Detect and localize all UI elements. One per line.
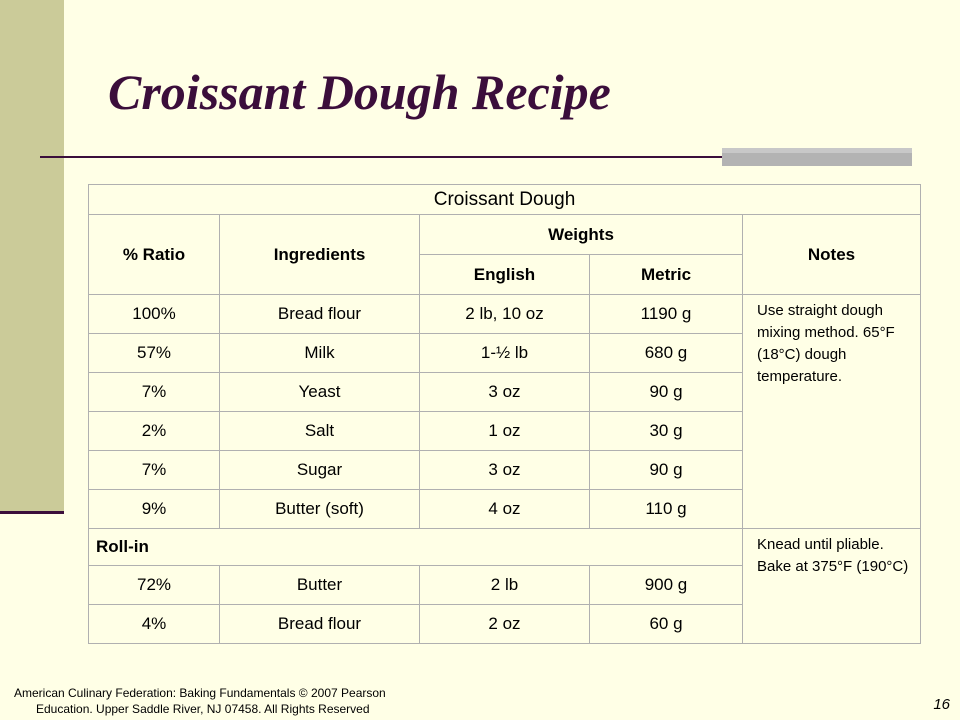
cell-metric: 30 g bbox=[589, 411, 743, 451]
cell-ratio: 57% bbox=[88, 333, 220, 373]
cell-english: 1-½ lb bbox=[419, 333, 590, 373]
table-title: Croissant Dough bbox=[87, 184, 922, 215]
title-divider-accent-highlight bbox=[722, 148, 912, 153]
cell-ingredient: Butter bbox=[219, 565, 420, 605]
cell-ratio: 9% bbox=[88, 489, 220, 529]
table-row: 9% Butter (soft) 4 oz 110 g bbox=[88, 489, 921, 529]
footer-credit-line1: American Culinary Federation: Baking Fun… bbox=[14, 686, 386, 700]
table-title-row: Croissant Dough bbox=[87, 184, 922, 215]
table-header-row: % Ratio Ingredients Weights Notes bbox=[88, 214, 922, 295]
left-band-underline bbox=[0, 511, 64, 514]
table-row: 4% Bread flour 2 oz 60 g bbox=[88, 604, 921, 644]
dough-notes: Use straight dough mixing method. 65°F (… bbox=[741, 294, 922, 529]
cell-english: 4 oz bbox=[419, 489, 590, 529]
rollin-label: Roll-in bbox=[88, 528, 743, 566]
cell-ingredient: Butter (soft) bbox=[219, 489, 420, 529]
cell-ratio: 4% bbox=[88, 604, 220, 644]
table-row: 7% Sugar 3 oz 90 g bbox=[88, 450, 921, 490]
page-number: 16 bbox=[933, 696, 950, 713]
cell-english: 2 lb, 10 oz bbox=[419, 294, 590, 334]
cell-ratio: 2% bbox=[88, 411, 220, 451]
rollin-notes: Knead until pliable. Bake at 375°F (190°… bbox=[741, 528, 922, 644]
cell-ratio: 72% bbox=[88, 565, 220, 605]
cell-ratio: 100% bbox=[88, 294, 220, 334]
slide-title: Croissant Dough Recipe bbox=[108, 64, 611, 120]
cell-ingredient: Bread flour bbox=[219, 604, 420, 644]
header-ingredients: Ingredients bbox=[219, 214, 420, 295]
title-divider bbox=[40, 156, 912, 158]
header-weights: Weights bbox=[419, 214, 743, 255]
cell-ingredient: Yeast bbox=[219, 372, 420, 412]
cell-english: 3 oz bbox=[419, 450, 590, 490]
cell-metric: 90 g bbox=[589, 372, 743, 412]
cell-english: 3 oz bbox=[419, 372, 590, 412]
table-row: 2% Salt 1 oz 30 g bbox=[88, 411, 921, 451]
cell-english: 1 oz bbox=[419, 411, 590, 451]
cell-ratio: 7% bbox=[88, 372, 220, 412]
table-row: 57% Milk 1-½ lb 680 g bbox=[88, 333, 921, 373]
footer-credit-line2: Education. Upper Saddle River, NJ 07458.… bbox=[36, 702, 370, 716]
cell-english: 2 oz bbox=[419, 604, 590, 644]
header-ratio: % Ratio bbox=[88, 214, 220, 295]
cell-ingredient: Salt bbox=[219, 411, 420, 451]
rollin-section-row: Roll-in Knead until pliable. Bake at 375… bbox=[88, 528, 922, 644]
cell-metric: 90 g bbox=[589, 450, 743, 490]
recipe-table: Croissant Dough % Ratio Ingredients Weig… bbox=[87, 184, 922, 644]
cell-ratio: 7% bbox=[88, 450, 220, 490]
cell-metric: 60 g bbox=[589, 604, 743, 644]
header-english: English bbox=[419, 254, 590, 295]
footer-credit: American Culinary Federation: Baking Fun… bbox=[14, 685, 454, 717]
cell-ingredient: Sugar bbox=[219, 450, 420, 490]
table-row: 100% Bread flour 2 lb, 10 oz 1190 g Use … bbox=[88, 294, 922, 529]
cell-metric: 1190 g bbox=[589, 294, 743, 334]
cell-metric: 680 g bbox=[589, 333, 743, 373]
cell-ingredient: Milk bbox=[219, 333, 420, 373]
cell-metric: 900 g bbox=[589, 565, 743, 605]
header-metric: Metric bbox=[589, 254, 743, 295]
cell-ingredient: Bread flour bbox=[219, 294, 420, 334]
cell-metric: 110 g bbox=[589, 489, 743, 529]
cell-english: 2 lb bbox=[419, 565, 590, 605]
table-subheader-row: English Metric bbox=[89, 254, 921, 295]
header-notes: Notes bbox=[741, 214, 922, 295]
left-decorative-band bbox=[0, 0, 64, 512]
